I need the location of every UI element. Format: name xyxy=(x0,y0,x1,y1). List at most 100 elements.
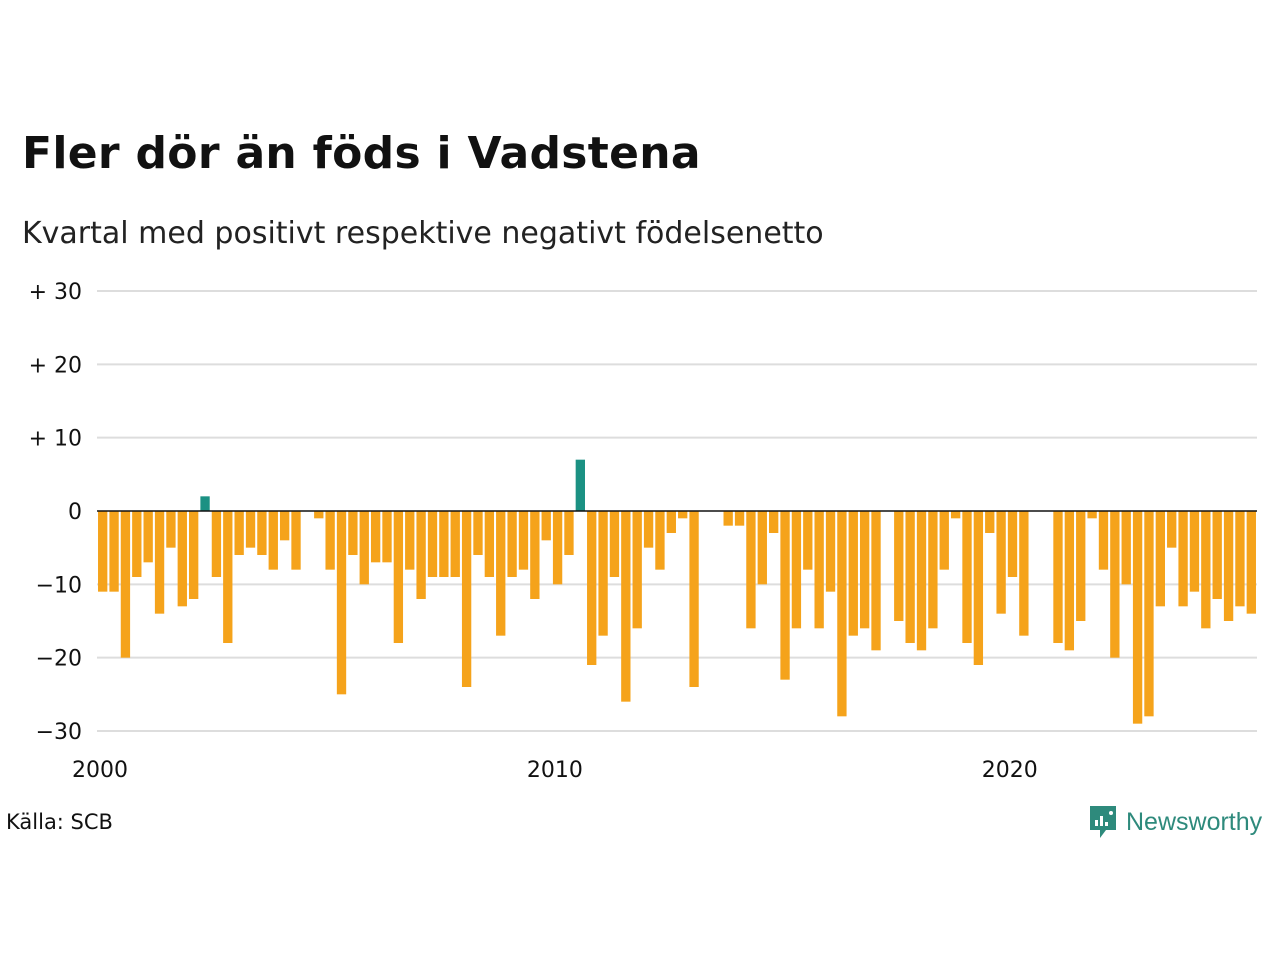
y-tick-label: −30 xyxy=(36,720,82,745)
source-note: Källa: SCB xyxy=(6,810,113,834)
y-tick-label: −20 xyxy=(36,647,82,672)
bar xyxy=(552,511,563,585)
bar xyxy=(859,511,870,629)
bar xyxy=(962,511,972,643)
bar xyxy=(1212,511,1222,599)
bar xyxy=(518,511,529,570)
bar xyxy=(734,511,745,526)
bar xyxy=(928,511,938,629)
bar xyxy=(120,511,131,658)
bar xyxy=(598,511,608,636)
bar xyxy=(814,511,824,629)
bar xyxy=(757,511,767,585)
bar xyxy=(803,511,813,570)
bar xyxy=(643,511,654,548)
bar xyxy=(1223,511,1234,621)
bar xyxy=(370,511,381,563)
bar xyxy=(211,511,222,577)
x-tick-label: 2000 xyxy=(72,758,128,783)
bar xyxy=(1087,511,1097,519)
bar xyxy=(1053,511,1063,643)
bar xyxy=(314,511,324,519)
gridlines xyxy=(97,290,1257,732)
bar xyxy=(268,511,278,570)
bar xyxy=(348,511,358,555)
bar xyxy=(1144,511,1154,717)
brand-logo: Newsworthy xyxy=(1088,804,1262,840)
bar xyxy=(621,511,631,702)
bar xyxy=(871,511,881,651)
bar xyxy=(496,511,506,636)
bar xyxy=(1189,511,1200,592)
bar xyxy=(564,511,574,555)
bar xyxy=(461,511,472,687)
y-tick-label: + 20 xyxy=(29,353,82,378)
bar xyxy=(279,511,290,541)
y-axis-ticks: −30 −20 −10 0 + 10 + 20 + 30 xyxy=(29,280,82,745)
bar xyxy=(587,511,597,665)
bar xyxy=(416,511,426,599)
bars xyxy=(98,459,1256,724)
bar xyxy=(905,511,915,643)
bar xyxy=(257,511,267,555)
bar xyxy=(1201,511,1211,629)
bar xyxy=(848,511,858,636)
bar xyxy=(1178,511,1188,607)
x-tick-label: 2020 xyxy=(982,758,1038,783)
bar xyxy=(769,511,779,533)
bar xyxy=(666,511,676,533)
bar xyxy=(575,459,585,511)
bar xyxy=(473,511,483,555)
bar xyxy=(985,511,995,533)
bar xyxy=(894,511,904,621)
bar xyxy=(1098,511,1109,570)
bar xyxy=(154,511,165,614)
brand-name: Newsworthy xyxy=(1126,807,1263,836)
bar xyxy=(382,511,392,563)
bar xyxy=(996,511,1006,614)
bar xyxy=(427,511,438,577)
bar xyxy=(632,511,642,629)
chart-title: Fler dör än föds i Vadstena xyxy=(22,128,701,179)
bar xyxy=(541,511,551,541)
bar xyxy=(359,511,369,585)
y-tick-label: 0 xyxy=(68,500,82,525)
chart-subtitle: Kvartal med positivt respektive negativt… xyxy=(22,216,824,251)
bar xyxy=(609,511,620,577)
bar xyxy=(405,511,415,570)
bar xyxy=(200,496,210,511)
bar xyxy=(1076,511,1086,621)
bar xyxy=(1019,511,1029,636)
bar xyxy=(950,511,961,519)
bar xyxy=(325,511,335,570)
bar xyxy=(109,511,119,592)
bar xyxy=(1246,511,1256,614)
newsworthy-logo-icon xyxy=(1090,806,1116,838)
bar xyxy=(439,511,449,577)
bar xyxy=(177,511,187,607)
bar xyxy=(1132,511,1143,724)
y-tick-label: + 30 xyxy=(29,280,82,305)
bar xyxy=(939,511,949,570)
bar xyxy=(1064,511,1075,651)
bar xyxy=(689,511,699,687)
bar xyxy=(780,511,790,680)
x-axis-ticks: 2000 2010 2020 xyxy=(72,758,1038,783)
bar xyxy=(189,511,199,599)
bar xyxy=(1121,511,1131,585)
x-tick-label: 2010 xyxy=(527,758,583,783)
bar xyxy=(1167,511,1177,548)
bar xyxy=(132,511,142,577)
bar xyxy=(791,511,802,629)
bar xyxy=(1007,511,1018,577)
bar xyxy=(746,511,756,629)
bar xyxy=(916,511,927,651)
bar xyxy=(393,511,404,643)
bar xyxy=(723,511,733,526)
bar xyxy=(1155,511,1165,607)
bar xyxy=(291,511,301,570)
bar xyxy=(973,511,984,665)
bar xyxy=(1110,511,1120,658)
bar xyxy=(223,511,233,643)
